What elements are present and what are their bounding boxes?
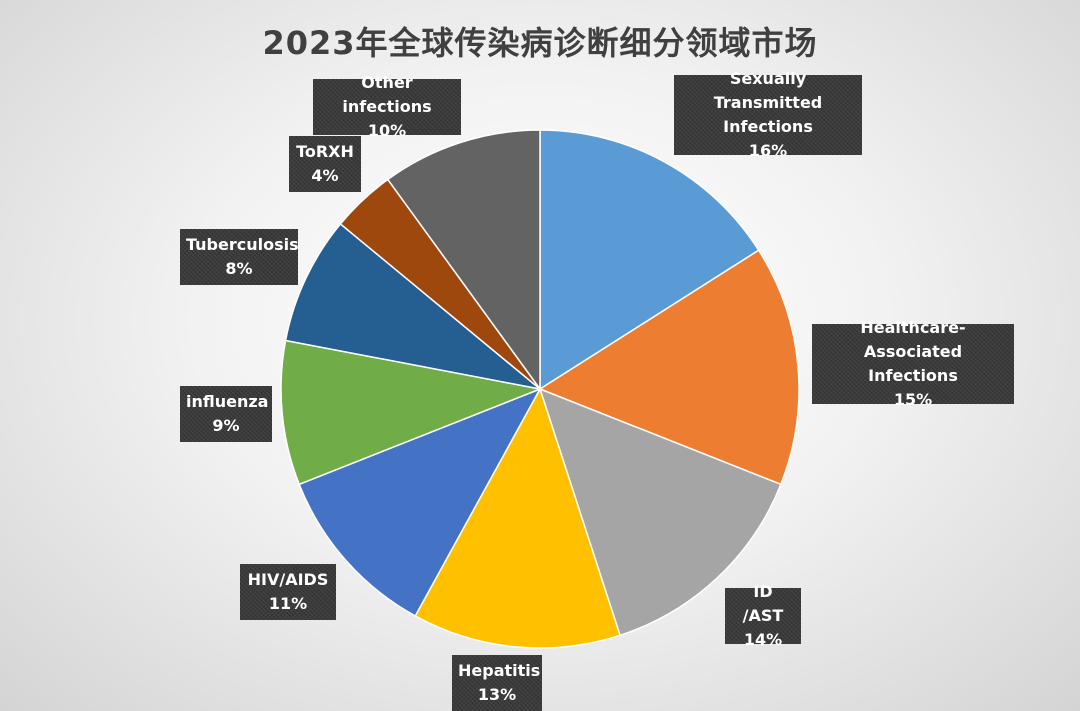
data-label-percent: 4% — [311, 166, 339, 185]
pie-slice-9 — [386, 129, 541, 392]
pie-slice-1 — [539, 129, 760, 391]
data-label-percent: 15% — [893, 390, 933, 409]
data-label-8: ToRXH 4% — [289, 136, 361, 192]
data-label-name: influenza — [186, 392, 269, 411]
data-label-percent: 14% — [743, 630, 783, 649]
data-label-name: Tuberculosis — [186, 235, 299, 254]
data-label-percent: 8% — [225, 259, 253, 278]
data-label-percent: 16% — [748, 141, 788, 160]
data-label-name: Infections — [868, 366, 958, 385]
data-label-6: influenza 9% — [180, 386, 272, 442]
data-label-4: Hepatitis 13% — [452, 655, 542, 711]
data-label-5: HIV/AIDS 11% — [240, 564, 336, 620]
data-label-name: Other infections — [342, 73, 432, 116]
data-label-name: ID /AST — [742, 582, 784, 625]
data-label-7: Tuberculosis 8% — [180, 229, 299, 285]
data-label-percent: 10% — [367, 121, 407, 140]
pie-slice-7 — [284, 222, 541, 390]
data-label-9: Other infections 10% — [313, 73, 461, 140]
data-label-percent: 11% — [268, 594, 308, 613]
pie-slice-2 — [538, 249, 800, 486]
data-label-name: Hepatitis — [458, 661, 541, 680]
data-label-1: Sexually Transmitted Infections 16% — [674, 69, 862, 160]
data-label-name: Infections — [723, 117, 813, 136]
data-label-name: Healthcare-Associated — [860, 318, 966, 361]
data-label-name: ToRXH — [296, 142, 354, 161]
data-label-percent: 13% — [477, 685, 517, 704]
chart-title: 2023年全球传染病诊断细分领域市场 — [262, 24, 818, 62]
data-label-percent: 9% — [212, 416, 240, 435]
pie-slice-4 — [414, 387, 621, 649]
data-label-2: Healthcare-Associated Infections 15% — [812, 318, 1014, 409]
data-label-name: Sexually Transmitted — [713, 69, 823, 112]
pie-slice-6 — [280, 339, 543, 486]
pie-slice-5 — [298, 387, 542, 617]
data-label-3: ID /AST 14% — [725, 582, 801, 649]
data-label-name: HIV/AIDS — [247, 570, 329, 589]
